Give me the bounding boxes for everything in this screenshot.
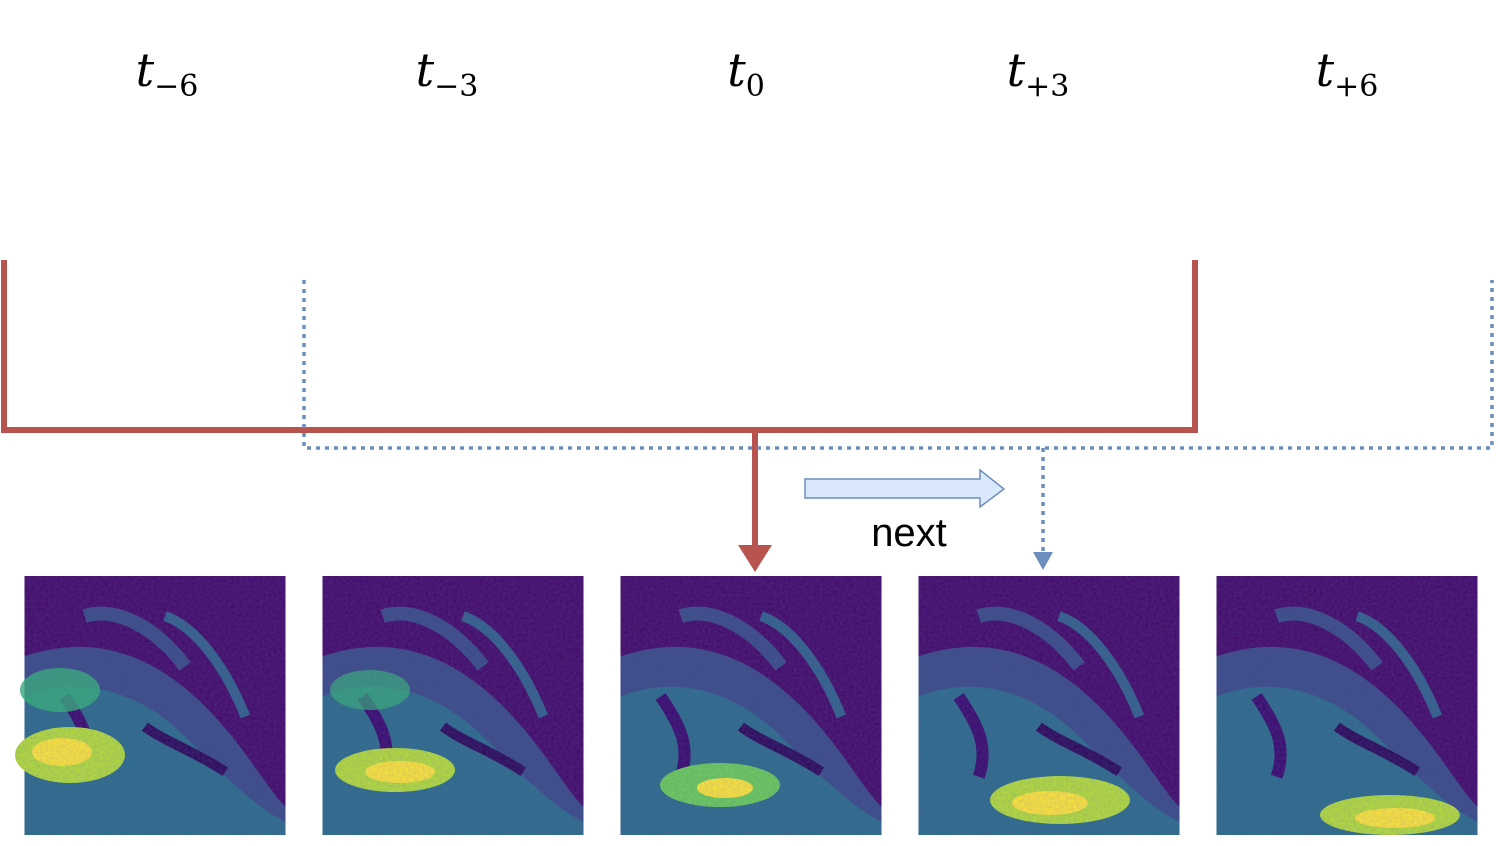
fine-frame-t-plus-6 bbox=[1216, 576, 1477, 835]
time-label-t-minus-6: t−6 bbox=[136, 43, 199, 104]
fine-frame-row bbox=[15, 576, 1478, 835]
coarse-frame-t-plus-6 bbox=[1213, 122, 1473, 380]
fine-frame-t-0 bbox=[620, 576, 881, 835]
time-label-t-plus-3: t+3 bbox=[1007, 43, 1070, 104]
next-label: next bbox=[871, 511, 947, 555]
fine-frame-t-minus-3 bbox=[322, 576, 583, 835]
coarse-frame-row bbox=[15, 122, 1473, 380]
time-label-t-plus-6: t+6 bbox=[1316, 43, 1379, 104]
fine-frame-t-minus-6 bbox=[15, 576, 286, 835]
solid-input-connector bbox=[1, 260, 1198, 572]
solid-arrowhead bbox=[738, 545, 772, 572]
coarse-frame-t-plus-3 bbox=[916, 122, 1176, 380]
time-label-t-0: t0 bbox=[727, 43, 765, 104]
time-label-t-minus-3: t−3 bbox=[416, 43, 479, 104]
coarse-frame-t-0 bbox=[619, 122, 879, 380]
coarse-frame-t-minus-3 bbox=[322, 122, 582, 380]
next-arrow bbox=[804, 468, 1006, 509]
time-label-row: t−6 t−3 t0 t+3 t+6 bbox=[136, 43, 1379, 104]
dotted-arrowhead bbox=[1033, 552, 1053, 570]
coarse-frame-t-minus-6 bbox=[15, 122, 285, 380]
dotted-input-connector bbox=[302, 280, 1494, 570]
fine-frame-t-plus-3 bbox=[918, 576, 1179, 835]
